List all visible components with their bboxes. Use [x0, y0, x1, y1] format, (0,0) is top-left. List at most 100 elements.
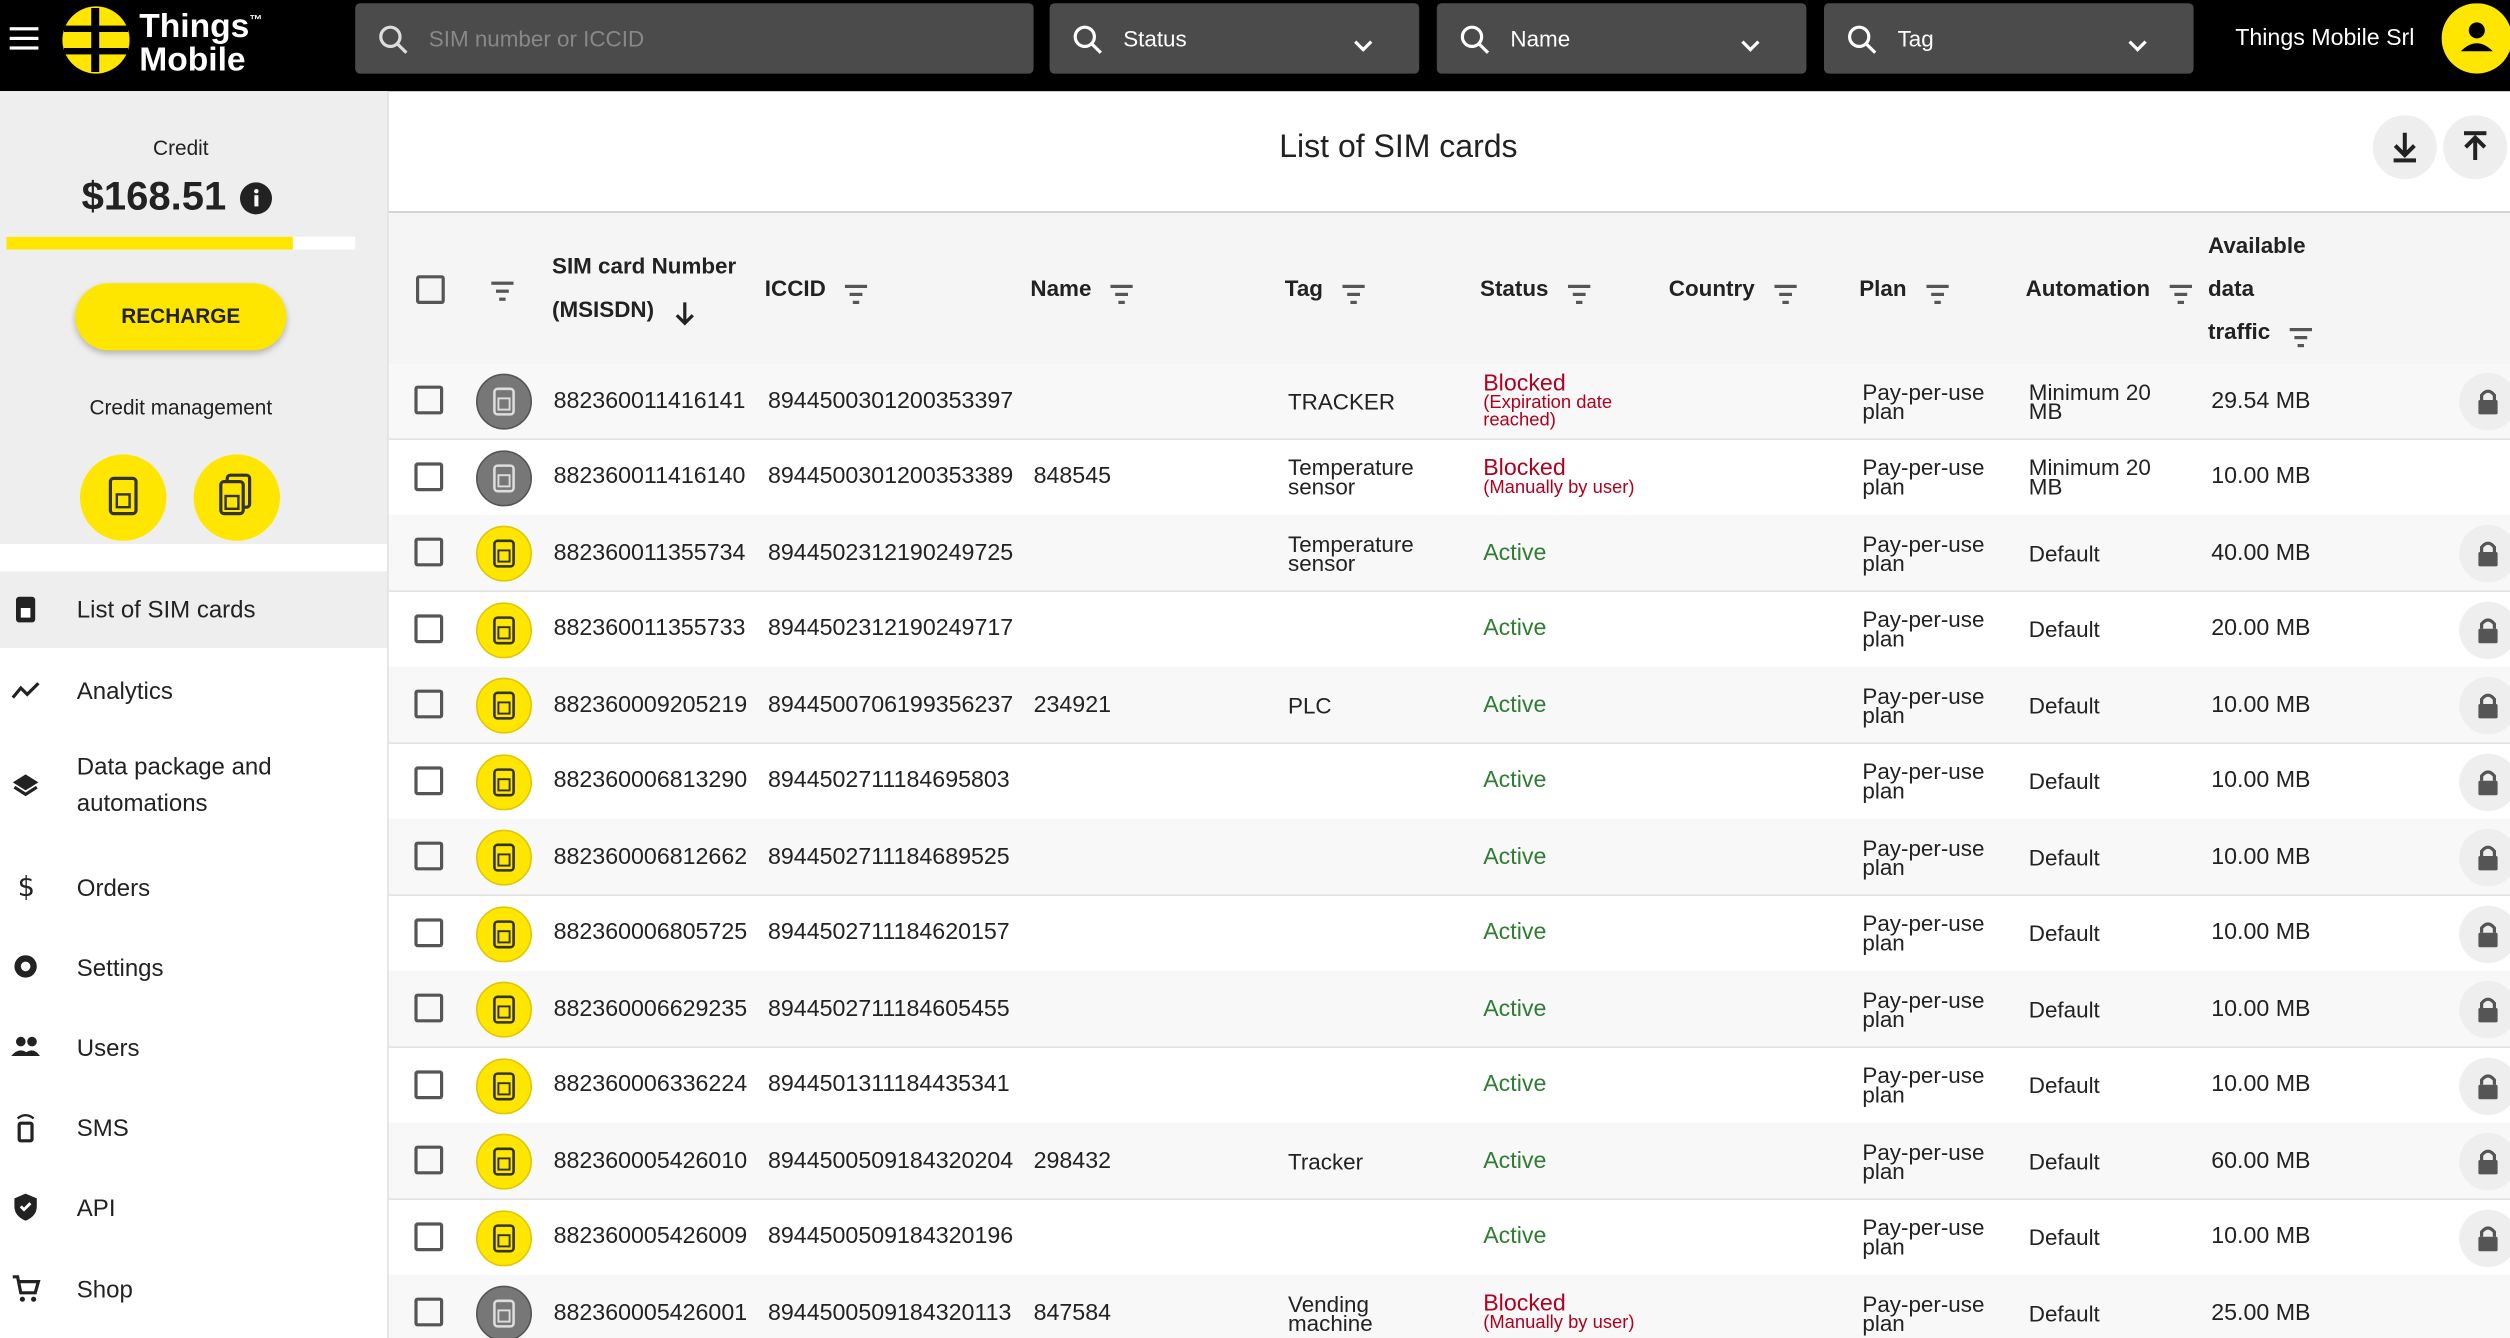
cell-text: 8944500509184320113 — [768, 1300, 1012, 1326]
cell-text: PLC — [1288, 692, 1332, 718]
table-row[interactable]: 882360006813290 8944502711184695803 Active… — [388, 743, 2510, 820]
table-row[interactable]: 882360006812662 8944502711184689525 Active… — [388, 819, 2510, 896]
chevron — [2128, 32, 2147, 61]
row-checkbox[interactable] — [414, 1069, 444, 1099]
column-header[interactable]: Available data traffic — [2208, 223, 2312, 353]
cell-text: Default — [2028, 844, 2100, 870]
row-checkbox[interactable] — [414, 993, 444, 1023]
nav-label: Users — [77, 1030, 140, 1067]
cell-status: Active — [1483, 1047, 1659, 1122]
nav-item[interactable]: Users — [0, 1010, 387, 1087]
column-header[interactable]: Automation — [2026, 266, 2192, 309]
cell-text: Pay-per-use plan — [1862, 1138, 1985, 1184]
cell-automation: Default — [2029, 971, 2173, 1046]
table-row[interactable]: 882360009205219 8944500706199356237 234921… — [388, 667, 2510, 744]
column-header[interactable]: Plan — [1859, 266, 1949, 309]
table-row[interactable]: 882360005426010 8944500509184320204 298432… — [388, 1123, 2510, 1200]
nav-item[interactable]: List of SIM cards — [0, 571, 388, 648]
search-box[interactable]: SIM number or ICCID — [355, 3, 1034, 74]
column-header-line: Available — [2208, 223, 2312, 266]
main-panel: List of SIM cards SIM card Number (MSISDN… — [388, 91, 2510, 1338]
column-header[interactable]: Tag — [1285, 266, 1365, 309]
cell-traffic: 25.00 MB — [2211, 1275, 2310, 1338]
column-header[interactable]: Status — [1480, 266, 1591, 309]
cell-text: Pay-per-use plan — [1862, 758, 1985, 804]
table-row[interactable]: 882360006336224 8944501311184435341 Active… — [388, 1047, 2510, 1124]
cell-msisdn: 882360006812662 — [554, 819, 748, 894]
column-header-line: Country — [1669, 266, 1797, 309]
filter-dropdown[interactable]: Status — [1049, 3, 1420, 74]
row-checkbox[interactable] — [414, 613, 444, 643]
row-checkbox[interactable] — [414, 1297, 444, 1327]
cell-tag: Tracker — [1288, 1123, 1440, 1198]
cell-status: Active — [1483, 591, 1659, 666]
menu-button[interactable] — [9, 26, 42, 52]
search-icon — [1072, 24, 1104, 64]
nav-item[interactable]: $ Orders — [0, 850, 387, 927]
table-row[interactable]: 882360006629235 8944502711184605455 Active… — [388, 971, 2510, 1048]
select-all[interactable] — [416, 275, 445, 304]
cell-status: Blocked (Manually by user) — [1483, 439, 1659, 514]
table-row[interactable]: 882360011416140 8944500301200353389 848545… — [388, 439, 2510, 516]
cell-text: 8944502312190249717 — [768, 616, 1014, 642]
nav-label-line: Settings — [76, 954, 164, 982]
cell-status: Active — [1483, 895, 1659, 970]
table-row[interactable]: 882360005426009 8944500509184320196 Active… — [388, 1199, 2510, 1276]
cell-status: Active — [1483, 1199, 1659, 1274]
nav-label: Data package and automations — [77, 749, 272, 823]
row-checkbox[interactable] — [414, 537, 444, 567]
row-checkbox[interactable] — [414, 385, 444, 415]
cell-status: Active — [1483, 515, 1659, 590]
nav-item[interactable]: SMS — [0, 1090, 387, 1167]
row-checkbox[interactable] — [414, 461, 444, 491]
cell-text: Pay-per-use plan — [1862, 910, 1985, 956]
cell-name: 234921 — [1034, 667, 1111, 742]
row-checkbox[interactable] — [414, 1145, 444, 1175]
recharge-button[interactable]: RECHARGE — [75, 283, 287, 351]
cell-text: 882360011355734 — [553, 540, 746, 566]
cell-text: Default — [2028, 692, 2100, 718]
nav-item[interactable]: Shop — [0, 1251, 387, 1328]
column-header[interactable]: ICCID — [765, 266, 868, 309]
nav-item[interactable]: Analytics — [0, 653, 387, 730]
row-checkbox[interactable] — [414, 1221, 444, 1251]
cell-text: 882360011416140 — [553, 464, 746, 490]
cell-iccid: 8944500301200353397 — [768, 363, 1013, 438]
cell-traffic: 40.00 MB — [2211, 515, 2310, 590]
download-upload[interactable] — [2372, 114, 2510, 184]
cell-text: 10.00 MB — [2211, 844, 2311, 870]
info-icon[interactable] — [238, 181, 273, 216]
filter-dropdown[interactable]: Tag — [1824, 3, 2194, 74]
filter-label: Status — [1123, 25, 1187, 52]
table-row[interactable]: 882360011355734 8944502312190249725 Temper… — [388, 515, 2510, 592]
row-checkbox[interactable] — [414, 841, 444, 871]
row-checkbox[interactable] — [414, 765, 444, 795]
nav-item[interactable]: Settings — [0, 930, 387, 1007]
avatar-button[interactable] — [2441, 3, 2510, 74]
cell-plan: Pay-per-use plan — [1862, 1275, 1993, 1338]
credit-actions[interactable] — [77, 451, 301, 547]
nav-icon — [11, 594, 43, 632]
cell-automation: Default — [2029, 1199, 2173, 1274]
row-checkbox[interactable] — [414, 689, 444, 719]
cell-traffic: 10.00 MB — [2211, 667, 2310, 742]
nav-item[interactable]: API — [0, 1170, 387, 1247]
cell-plan: Pay-per-use plan — [1862, 895, 1993, 970]
table-row[interactable]: 882360011416141 8944500301200353397 TRACKE… — [388, 363, 2510, 440]
cell-text: Temperature sensor — [1288, 454, 1414, 500]
cell-text: 882360011355733 — [553, 616, 746, 642]
filter-dropdown[interactable]: Name — [1436, 3, 1807, 74]
column-header[interactable]: Country — [1669, 266, 1797, 309]
lock-button — [2456, 904, 2510, 969]
table-row[interactable]: 882360005426001 8944500509184320113 847584… — [388, 1275, 2510, 1338]
column-header[interactable]: Name — [1030, 266, 1134, 309]
table-row[interactable]: 882360006805725 8944502711184620157 Active… — [388, 895, 2510, 972]
column-header[interactable]: SIM card Number (MSISDN) — [552, 245, 736, 331]
cell-text: 8944500509184320204 — [768, 1148, 1014, 1174]
nav-icon — [11, 1112, 43, 1150]
row-checkbox[interactable] — [414, 917, 444, 947]
nav-item[interactable]: Data package and automations — [0, 730, 387, 842]
cell-text: 882360009205219 — [553, 692, 748, 718]
table-row[interactable]: 882360011355733 8944502312190249717 Active… — [388, 591, 2510, 668]
nav-label-line: SMS — [76, 1114, 129, 1142]
